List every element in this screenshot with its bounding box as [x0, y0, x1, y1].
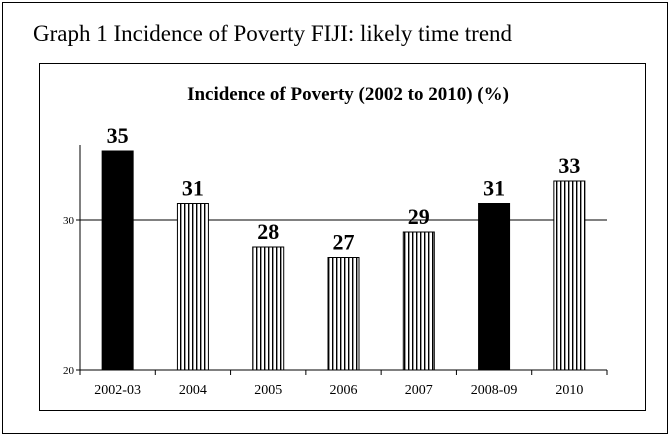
x-tick-label: 2008-09 — [471, 383, 518, 398]
bar — [402, 231, 435, 371]
x-tick-label: 2002-03 — [94, 383, 141, 398]
bar — [327, 257, 360, 371]
bar — [101, 150, 134, 371]
figure-frame: Graph 1 Incidence of Poverty FIJI: likel… — [2, 2, 668, 434]
data-label: 29 — [408, 204, 430, 229]
chart-title: Incidence of Poverty (2002 to 2010) (%) — [187, 84, 509, 105]
bar — [176, 203, 209, 371]
x-tick-label: 2005 — [254, 383, 282, 398]
x-tick-label: 2004 — [179, 383, 207, 398]
data-label: 31 — [182, 176, 204, 201]
data-label: 28 — [257, 219, 279, 244]
bar — [478, 203, 511, 371]
bar — [252, 246, 285, 371]
x-tick-label: 2007 — [405, 383, 433, 398]
data-label: 35 — [107, 123, 129, 148]
data-label: 33 — [558, 153, 580, 178]
bar-chart: Incidence of Poverty (2002 to 2010) (%) … — [63, 84, 608, 398]
y-tick-label: 30 — [63, 215, 75, 227]
figure-caption: Graph 1 Incidence of Poverty FIJI: likel… — [33, 21, 513, 46]
data-label: 27 — [333, 230, 355, 255]
x-tick-label: 2006 — [330, 383, 358, 398]
data-label: 31 — [483, 176, 505, 201]
bar — [553, 180, 586, 371]
chart-area: Incidence of Poverty (2002 to 2010) (%) … — [39, 63, 646, 411]
x-tick-label: 2010 — [555, 383, 583, 398]
y-tick-label: 20 — [63, 365, 75, 377]
